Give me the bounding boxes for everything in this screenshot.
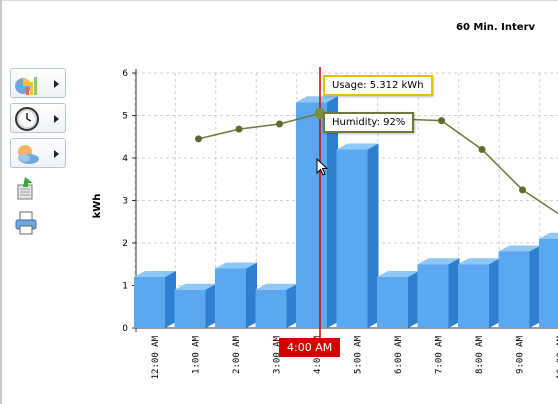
bar-side [448,258,460,328]
chart-type-button[interactable] [10,68,66,98]
bar-side [529,245,541,328]
bar [134,277,165,328]
x-tick-label: 5:00 AM [354,335,364,374]
y-axis-label: kWh [92,194,103,219]
humidity-point [235,125,243,133]
interval-button[interactable] [10,103,66,133]
bar [377,277,408,328]
weather-button[interactable] [10,138,66,168]
dropdown-arrow-icon [54,80,59,88]
y-tick-label: 3 [122,197,128,207]
bar [255,289,287,328]
humidity-point [276,120,283,128]
bar-top [336,143,379,150]
clock-icon [15,107,39,131]
bar-top [417,258,460,265]
bar [215,268,246,328]
bar-top [498,245,541,252]
bar [336,149,368,328]
dropdown-arrow-icon [54,115,59,123]
time-marker-label[interactable]: 4:00 AM [279,338,341,357]
x-tick-label: 12:00 AM [151,335,161,379]
bar-top [255,283,298,290]
bar-top [458,258,500,265]
bar-side [367,143,379,328]
humidity-point [195,135,202,143]
print-icon [15,211,37,235]
export-icon [17,177,33,200]
bar [539,238,558,328]
x-tick-label: 6:00 AM [394,335,404,374]
print-button[interactable] [10,208,40,238]
y-tick-label: 5 [122,112,128,122]
y-tick-label: 2 [122,239,128,249]
bar-side [165,271,176,328]
y-tick-label: 6 [122,69,128,79]
humidity-point [519,186,526,194]
y-tick-label: 0 [122,324,128,334]
bar-top [215,262,257,269]
x-tick-label: 9:00 AM [516,335,526,374]
chart-toolbar [10,68,70,243]
bar [174,289,206,328]
x-tick-label: 8:00 AM [475,335,485,374]
x-tick-label: 1:00 AM [192,335,202,374]
bar-top [174,283,217,290]
bar-top [134,271,176,277]
bar [296,102,327,329]
bar-side [408,271,419,328]
bar-side [489,258,500,328]
bar-top [377,271,419,277]
usage-tooltip: Usage: 5.312 kWh [323,75,433,96]
weather-icon [18,145,39,164]
bar [458,264,489,328]
x-tick-label: 2:00 AM [232,335,242,374]
humidity-tooltip: Humidity: 92% [323,112,415,133]
mouse-cursor-icon [316,158,328,176]
bar-top [539,232,558,239]
x-tick-label: 3:00 AM [273,335,283,374]
humidity-point [314,107,326,119]
bar-side [246,262,257,328]
bar [417,264,449,328]
frame-border-top [0,0,558,1]
bar-side [205,283,217,328]
bar-top [296,96,338,103]
x-tick-label: 7:00 AM [435,335,445,374]
bar [498,251,530,328]
y-tick-label: 1 [122,282,128,292]
bar-chart-icon [15,77,37,95]
y-tick-label: 4 [122,154,128,164]
bar-side [286,283,298,328]
export-button[interactable] [10,173,40,203]
x-tick-label: 10:00 AM [556,335,558,379]
humidity-point [478,146,486,153]
dropdown-arrow-icon [54,150,59,158]
chart-title: 60 Min. Interv [456,22,536,33]
bar-side [327,96,338,329]
humidity-point [438,117,445,125]
frame-border-left [0,0,2,404]
